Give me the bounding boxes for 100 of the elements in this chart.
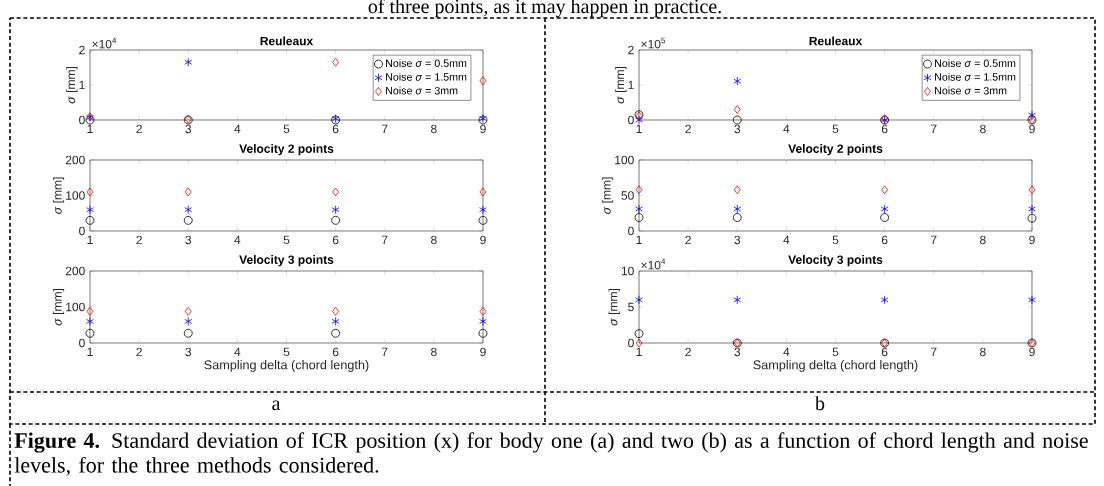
legend-label: Noise σ = 0.5mm — [386, 59, 467, 67]
point — [183, 215, 193, 225]
x-tick-label: 6 — [332, 235, 339, 245]
y-tick-label: 0 — [628, 115, 634, 125]
point — [184, 306, 192, 316]
point — [479, 205, 487, 215]
chart-title: Reuleaux — [260, 36, 314, 46]
x-tick-label: 7 — [382, 347, 388, 356]
y-axis-title: σ [mm] — [615, 67, 627, 104]
x-tick-label: 3 — [734, 235, 741, 245]
point — [332, 187, 340, 197]
point — [86, 205, 94, 215]
x-tick-label: 4 — [783, 347, 790, 356]
x-tick-label: 7 — [931, 235, 937, 244]
point — [479, 317, 487, 326]
x-tick-label: 9 — [480, 235, 486, 245]
y-tick-label: 50 — [621, 191, 634, 200]
y-tick-label: 100 — [615, 155, 634, 165]
point — [331, 215, 341, 225]
x-tick-label: 3 — [185, 347, 192, 357]
point — [332, 57, 340, 67]
x-tick-label: 4 — [783, 235, 790, 244]
x-tick-label: 6 — [332, 347, 339, 357]
x-tick-label: 6 — [881, 124, 888, 134]
x-tick-label: 8 — [980, 347, 986, 357]
x-tick-label: 9 — [1029, 124, 1035, 134]
chart-title: Velocity 3 points — [788, 255, 883, 267]
point — [332, 306, 340, 316]
chart-title: Reuleaux — [809, 36, 863, 46]
x-tick-label: 5 — [283, 235, 290, 245]
point — [733, 185, 741, 195]
x-tick-label: 1 — [87, 235, 93, 244]
y-tick-label: 100 — [66, 302, 85, 312]
legend-label: Noise σ = 3mm — [935, 86, 1007, 95]
point — [478, 328, 488, 338]
x-tick-label: 9 — [480, 124, 486, 134]
x-tick-label: 2 — [685, 124, 691, 134]
y-axis-title: σ [mm] — [52, 289, 65, 326]
y-tick-label: 0 — [628, 226, 634, 236]
x-tick-label: 7 — [931, 124, 937, 133]
x-tick-label: 3 — [734, 347, 741, 357]
point — [184, 57, 193, 67]
point — [1028, 185, 1036, 195]
text: Figure 4. Standard deviation of ICR position (x) for body one (a) and two (b) as a function of chord length and noise levels, for the three methods considered. — [14, 432, 1088, 476]
point — [479, 76, 487, 86]
point — [86, 187, 94, 197]
x-tick-label: 9 — [1029, 235, 1035, 245]
chart-title: Velocity 3 points — [239, 255, 334, 267]
point — [635, 115, 643, 125]
point — [634, 329, 644, 339]
x-tick-label: 7 — [382, 124, 388, 133]
point — [183, 328, 193, 338]
y-axis-title: σ [mm] — [52, 177, 65, 214]
x-tick-label: 8 — [431, 235, 437, 245]
x-tick-label: 5 — [832, 235, 839, 245]
x-tick-label: 1 — [636, 235, 642, 244]
y-tick-label: 10 — [621, 266, 634, 276]
y-tick-label: 0 — [79, 338, 85, 348]
point — [184, 187, 192, 197]
point — [331, 317, 340, 326]
point — [184, 205, 193, 215]
x-tick-label: 4 — [234, 124, 241, 133]
point — [880, 213, 890, 222]
y-tick-label: 200 — [65, 155, 85, 165]
point — [85, 215, 95, 225]
point — [635, 338, 643, 348]
point — [733, 295, 742, 305]
x-tick-label: 8 — [431, 124, 437, 134]
x-tick-label: 5 — [283, 347, 290, 357]
text: ×10$^{4}$ — [641, 258, 666, 270]
point — [1028, 204, 1036, 214]
point — [635, 204, 643, 214]
point — [1028, 110, 1036, 120]
point — [635, 295, 643, 305]
x-tick-label: 1 — [87, 124, 93, 133]
point — [880, 295, 889, 305]
y-tick-label: 0 — [79, 115, 85, 125]
x-tick-label: 6 — [881, 347, 888, 357]
x-tick-label: 9 — [1029, 347, 1035, 357]
x-tick-label: 8 — [980, 235, 986, 245]
legend-label: Noise σ = 3mm — [386, 86, 458, 95]
point — [732, 115, 742, 125]
x-tick-label: 6 — [332, 124, 339, 134]
y-tick-label: 100 — [66, 191, 85, 200]
x-tick-label: 3 — [185, 124, 192, 134]
text: ×10$^{4}$ — [92, 37, 117, 49]
legend-label: Noise σ = 1.5mm — [935, 72, 1016, 81]
x-tick-label: 7 — [382, 235, 388, 244]
x-tick-label: 7 — [931, 347, 937, 356]
x-tick-label: 2 — [685, 235, 691, 245]
x-tick-label: 6 — [881, 235, 888, 245]
y-axis-title: σ [mm] — [608, 289, 620, 326]
y-tick-label: 200 — [65, 266, 85, 276]
point — [733, 105, 741, 114]
point — [184, 317, 193, 326]
point — [634, 213, 644, 222]
point — [1028, 295, 1036, 305]
point — [880, 204, 889, 214]
x-tick-label: 4 — [234, 347, 241, 356]
point — [85, 328, 95, 338]
